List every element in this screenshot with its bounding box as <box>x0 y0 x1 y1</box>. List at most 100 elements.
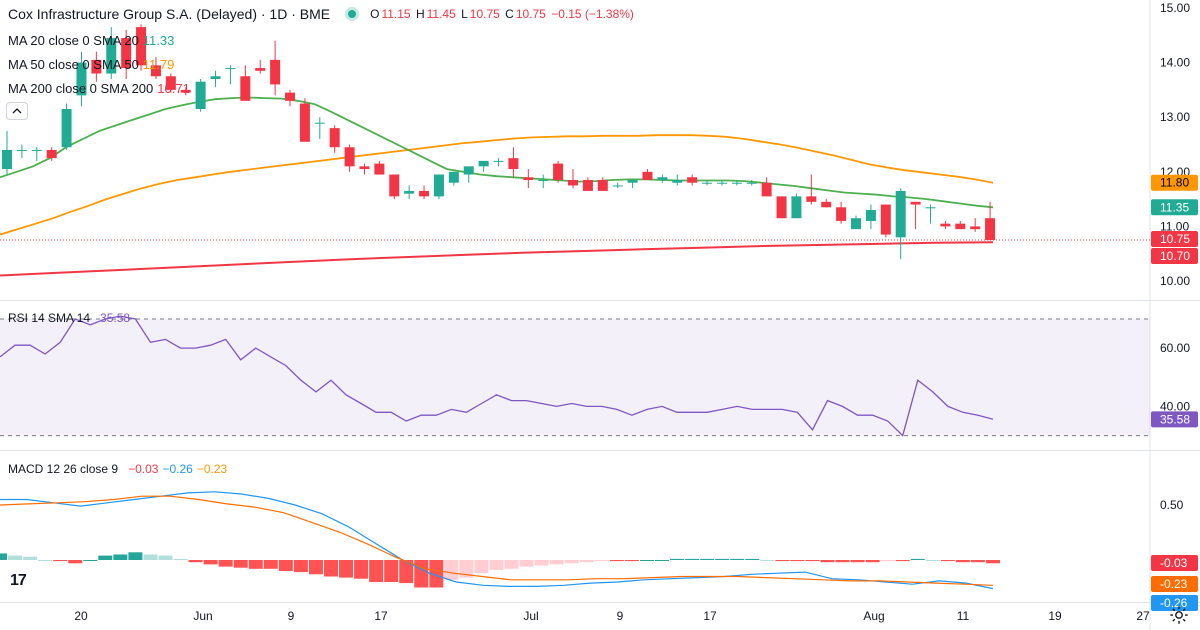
candle-body <box>314 122 325 124</box>
macd-hist-bar <box>519 560 534 567</box>
candle <box>880 204 891 238</box>
macd-hist-bar <box>354 560 369 579</box>
macd-hist-bar <box>655 560 669 561</box>
candle <box>463 166 474 183</box>
candle <box>612 182 623 189</box>
macd-legend[interactable]: MACD 12 26 close 9 −0.03 −0.26 −0.23 <box>8 462 228 476</box>
ma50-legend[interactable]: MA 50 close 0 SMA 50 11.79 <box>8 57 175 72</box>
ma50-value: 11.79 <box>142 57 175 72</box>
candle-body <box>702 182 713 184</box>
macd-hist-bar <box>68 560 83 564</box>
candle-body <box>76 62 87 96</box>
macd-hist-value: −0.03 <box>128 462 159 476</box>
candle <box>404 185 415 200</box>
candle <box>865 204 876 230</box>
time-tick-label: 11 <box>957 609 970 623</box>
ma50-line <box>0 134 994 236</box>
macd-hist-bar <box>308 560 323 575</box>
candle <box>46 147 57 161</box>
macd-hist-bar <box>188 560 203 563</box>
candle <box>851 215 862 230</box>
candle-body <box>448 171 459 183</box>
ma50-price-badge-bg <box>1151 174 1198 191</box>
candle-body <box>374 163 385 175</box>
candle-body <box>940 223 951 227</box>
market-status-icon <box>348 10 357 18</box>
change-value: −0.15 (−1.38%) <box>551 7 634 21</box>
macd-hist-bar <box>775 560 790 562</box>
macd-hist-bar <box>459 560 474 578</box>
candle-body <box>970 226 981 230</box>
macd-hist-bar <box>384 560 399 582</box>
ma200-line <box>0 241 994 277</box>
price-tick-label: 10.00 <box>1160 274 1190 288</box>
price-tick-label: 13.00 <box>1160 110 1190 124</box>
symbol-title[interactable]: Cox Infrastructure Group S.A. (Delayed) … <box>8 6 331 22</box>
candle-body <box>597 179 608 191</box>
ma20-legend[interactable]: MA 20 close 0 SMA 20 11.33 <box>8 33 175 48</box>
candle <box>255 59 266 74</box>
macd-hist-bar <box>745 558 760 560</box>
macd-hist-badge-bg <box>1151 555 1198 571</box>
macd-hist-bar <box>835 560 850 563</box>
candle <box>523 169 534 189</box>
candle <box>433 174 444 200</box>
macd-hist-bar <box>278 560 293 571</box>
candle <box>716 179 727 186</box>
ma20-line <box>0 96 994 209</box>
time-tick-label: Aug <box>863 609 884 623</box>
ma200-legend[interactable]: MA 200 close 0 SMA 200 10.71 <box>8 81 190 96</box>
candle-body <box>851 218 862 230</box>
macd-hist-bar <box>579 560 594 563</box>
rsi-legend[interactable]: RSI 14 SMA 14 35.58 <box>8 311 131 325</box>
candle <box>240 65 251 101</box>
macd-hist-bar <box>429 560 444 588</box>
candle <box>61 103 72 150</box>
candle-body <box>538 179 549 181</box>
candle <box>31 147 42 161</box>
gear-icon[interactable] <box>1168 604 1190 626</box>
macd-hist-bar <box>670 558 685 560</box>
collapse-legend-button[interactable] <box>6 102 28 120</box>
tradingview-logo[interactable]: 17 <box>10 572 27 589</box>
low-value: 10.75 <box>469 7 500 21</box>
time-tick-label: 9 <box>288 609 295 623</box>
symbol-header: Cox Infrastructure Group S.A. (Delayed) … <box>8 6 636 22</box>
macd-hist-bar <box>970 560 985 563</box>
macd-hist-bar <box>203 560 218 565</box>
chevron-up-icon <box>12 108 22 114</box>
time-tick-label: 17 <box>374 609 388 623</box>
candle <box>970 218 981 232</box>
candle-body <box>225 68 236 70</box>
candle-body <box>285 92 296 101</box>
candle <box>568 169 579 189</box>
macd-hist-bar <box>324 560 338 577</box>
candle <box>91 51 102 82</box>
candle-body <box>627 179 638 183</box>
candle-body <box>910 201 921 205</box>
candle-body <box>746 182 757 184</box>
last-price-badge: 10.75 <box>1160 232 1190 246</box>
macd-hist-bar <box>399 560 414 584</box>
candle-body <box>46 149 57 159</box>
candle <box>895 188 906 260</box>
macd-signal-value: −0.23 <box>196 462 228 476</box>
rsi-band <box>0 319 1150 436</box>
candle <box>836 201 847 224</box>
macd-hist-bar <box>925 560 940 561</box>
candle-body <box>821 201 832 208</box>
candle-body <box>776 196 787 219</box>
time-tick-label: 17 <box>703 609 717 623</box>
candle <box>374 160 385 175</box>
time-tick-label: 9 <box>617 609 624 623</box>
price-tick-label: 11.00 <box>1160 219 1189 233</box>
macd-hist-bar <box>369 560 384 582</box>
rsi-badge-bg <box>1151 411 1198 428</box>
macd-hist-bar <box>23 556 38 560</box>
candle-body <box>2 149 12 170</box>
ma20-price-badge-bg <box>1151 199 1198 216</box>
macd-hist-bar <box>158 555 173 560</box>
candle <box>806 174 817 205</box>
candle <box>538 174 549 189</box>
